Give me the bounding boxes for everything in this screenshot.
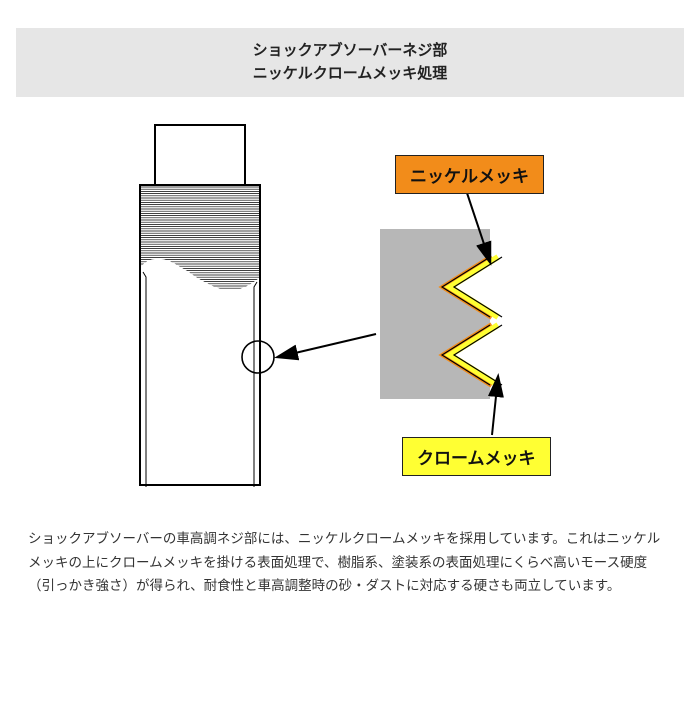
nickel-plating-label: ニッケルメッキ [395,155,544,194]
description-text: ショックアブソーバーの車高調ネジ部には、ニッケルクロームメッキを採用しています。… [0,527,700,598]
chrome-plating-label: クロームメッキ [402,437,551,476]
diagram-svg [0,97,700,527]
diagram: ニッケルメッキ クロームメッキ [0,97,700,527]
title-line2: ニッケルクロームメッキ処理 [253,65,448,82]
title-bar: ショックアブソーバーネジ部 ニッケルクロームメッキ処理 [16,28,684,97]
title-line1: ショックアブソーバーネジ部 [253,42,448,59]
